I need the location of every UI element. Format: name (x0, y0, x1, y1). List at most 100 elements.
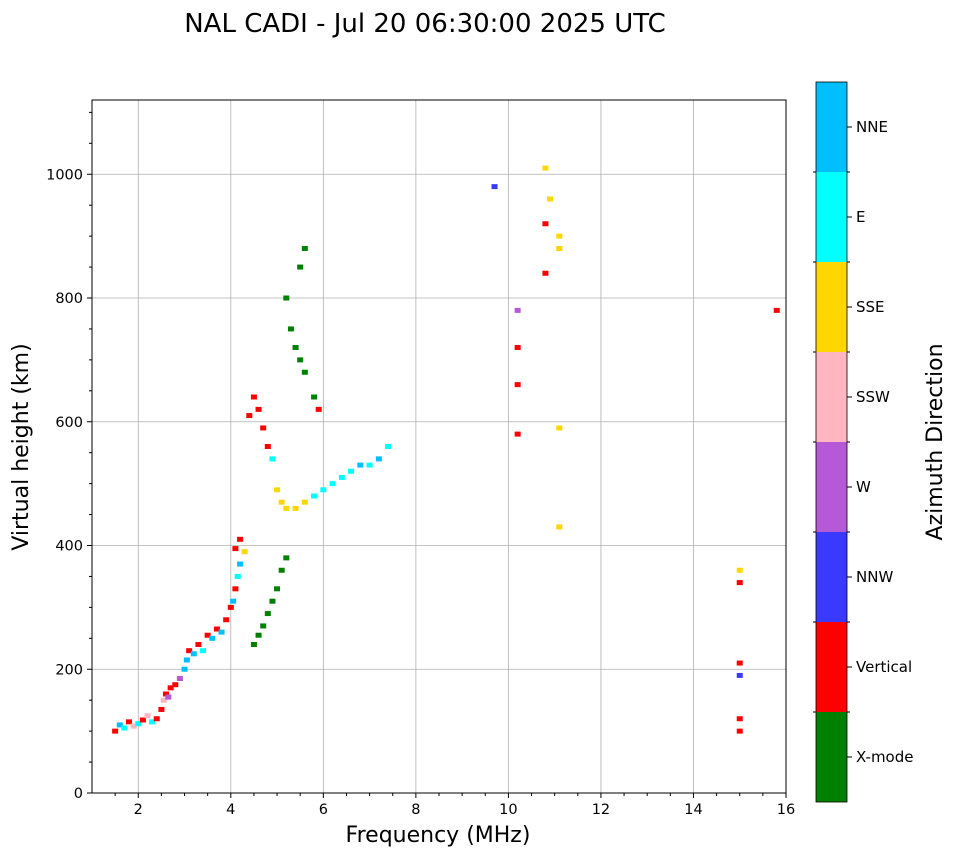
echo-point (297, 264, 304, 270)
colorbar-tick-label: NNE (856, 118, 888, 136)
colorbar: X-mode Vertical NNW W SSW SSE E NNE (813, 81, 913, 803)
echo-point (736, 660, 743, 666)
y-tick-label: 200 (55, 662, 83, 678)
echo-point (135, 721, 142, 727)
colorbar-segment (816, 532, 847, 622)
echo-point (542, 270, 549, 276)
echo-point (116, 722, 123, 728)
echo-point (250, 642, 257, 647)
echo-point (491, 184, 498, 190)
echo-point (556, 246, 563, 251)
echo-point (167, 685, 174, 691)
colorbar-segment (816, 262, 847, 352)
y-tick-label: 0 (74, 786, 83, 802)
echo-point (278, 499, 285, 505)
echo-point (283, 505, 290, 511)
echo-point (269, 456, 276, 462)
chart-title: NAL CADI - Jul 20 06:30:00 2025 UTC (184, 9, 666, 39)
x-tick-label: 8 (411, 802, 420, 818)
echo-point (190, 651, 197, 657)
echo-point (112, 728, 119, 734)
echo-point (297, 357, 304, 363)
echo-point (329, 481, 336, 487)
echo-point (230, 598, 237, 604)
echo-point (255, 406, 262, 412)
y-tick-label: 600 (55, 415, 83, 431)
echo-point (301, 369, 308, 375)
echo-point (736, 716, 743, 722)
colorbar-tick-label: Vertical (856, 658, 912, 676)
x-tick-label: 12 (592, 802, 610, 818)
echo-point (542, 221, 549, 227)
echo-point (255, 632, 262, 638)
echo-point (385, 444, 392, 449)
echo-point (126, 719, 133, 725)
echo-point (375, 456, 382, 462)
echo-point (237, 536, 244, 542)
echo-point (514, 382, 521, 388)
colorbar-tick-label: SSE (856, 298, 885, 316)
x-tick-label: 2 (134, 802, 143, 818)
echo-point (269, 598, 276, 604)
y-axis-label: Virtual height (km) (9, 343, 34, 550)
echo-point (556, 524, 563, 530)
colorbar-segment (816, 442, 847, 532)
echo-point (514, 345, 521, 350)
echo-point (260, 425, 267, 431)
echo-point (232, 546, 239, 552)
colorbar-segment (816, 622, 847, 712)
y-tick-label: 400 (55, 539, 83, 555)
echo-point (547, 196, 554, 202)
echo-point (542, 165, 549, 171)
echo-point (315, 406, 322, 412)
echo-marks (112, 165, 780, 734)
echo-point (232, 586, 239, 592)
echo-point (311, 394, 318, 400)
echo-point (292, 505, 299, 511)
echo-point (139, 717, 146, 723)
echo-point (237, 561, 244, 567)
echo-point (186, 648, 193, 654)
echo-point (736, 580, 743, 586)
echo-point (183, 657, 190, 663)
echo-point (223, 617, 230, 623)
colorbar-tick-label: NNW (856, 568, 893, 586)
echo-point (153, 716, 160, 722)
echo-point (556, 233, 563, 239)
echo-point (773, 307, 780, 313)
colorbar-segment (816, 712, 847, 802)
echo-point (218, 629, 225, 635)
echo-point (250, 394, 257, 400)
echo-point (163, 691, 170, 697)
y-tick-label: 1000 (46, 167, 83, 183)
echo-point (274, 487, 281, 493)
echo-point (165, 694, 172, 700)
x-axis-label: Frequency (MHz) (346, 823, 531, 848)
colorbar-tick-label: E (856, 208, 865, 226)
echo-point (158, 706, 165, 712)
x-tick-label: 14 (684, 802, 702, 818)
echo-point (556, 425, 563, 431)
echo-point (283, 555, 290, 561)
echo-point (287, 326, 294, 332)
echo-point (357, 462, 364, 468)
echo-point (246, 413, 253, 419)
x-tick-label: 6 (319, 802, 328, 818)
x-tick-label: 16 (777, 802, 795, 818)
echo-point (172, 682, 179, 688)
colorbar-segment (816, 82, 847, 172)
plot-area (92, 100, 786, 793)
echo-point (144, 713, 151, 719)
echo-point (227, 604, 234, 610)
echo-point (366, 462, 373, 468)
echo-point (260, 623, 267, 629)
echo-point (320, 487, 327, 493)
echo-point (204, 632, 211, 638)
echo-point (200, 648, 207, 654)
echo-point (278, 567, 285, 573)
echo-point (301, 499, 308, 505)
echo-point (241, 549, 248, 555)
echo-point (176, 676, 183, 682)
colorbar-tick-label: W (856, 478, 871, 496)
